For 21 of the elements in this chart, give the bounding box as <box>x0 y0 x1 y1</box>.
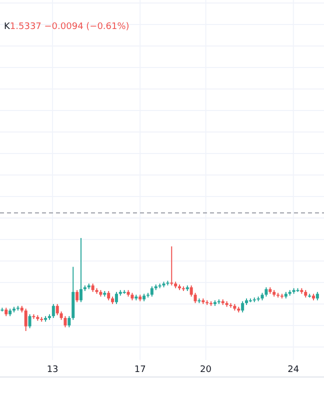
candlestick <box>170 246 174 286</box>
candlestick <box>76 290 79 303</box>
candlestick <box>114 291 118 305</box>
candlestick <box>24 308 28 332</box>
x-tick-label: 24 <box>288 365 300 375</box>
x-tick-label: 17 <box>134 365 146 375</box>
candlestick <box>56 304 59 316</box>
candlestick <box>68 316 71 328</box>
candlestick <box>150 286 154 298</box>
candlestick <box>264 286 268 298</box>
text: K1.5337 −0.0094 (−0.61%) <box>4 22 130 32</box>
candlestick <box>64 316 67 328</box>
candlestick <box>80 238 82 303</box>
x-tick-label: 13 <box>46 365 58 375</box>
candlestick <box>52 304 55 318</box>
candlestick <box>190 284 193 298</box>
candlestick <box>241 300 244 313</box>
candlestick <box>194 292 197 304</box>
x-tick-label: 20 <box>200 365 212 375</box>
candlestick <box>28 314 32 329</box>
candlestick <box>107 290 110 301</box>
